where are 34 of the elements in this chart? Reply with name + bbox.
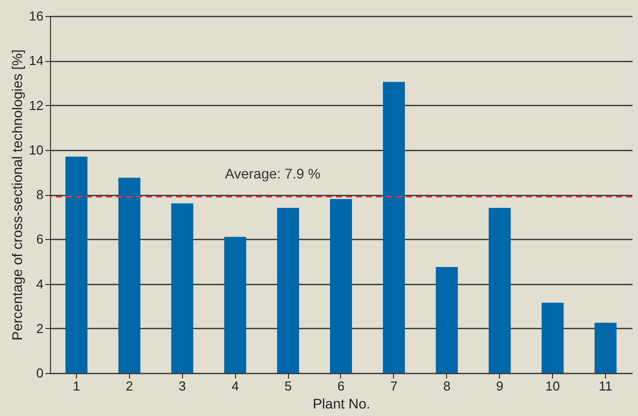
x-tick-label: 3 bbox=[178, 378, 186, 394]
bar bbox=[594, 322, 617, 373]
y-tick-label: 12 bbox=[29, 98, 44, 113]
x-tick-label: 10 bbox=[545, 378, 560, 394]
y-tick-label: 0 bbox=[36, 366, 44, 380]
x-tick-label: 9 bbox=[496, 378, 504, 394]
y-tick-label: 16 bbox=[29, 8, 44, 24]
bar bbox=[488, 208, 511, 373]
y-tick-label: 10 bbox=[29, 142, 44, 158]
bar bbox=[382, 82, 405, 373]
y-axis-title: Percentage of cross-sectional technologies [%] bbox=[9, 49, 26, 341]
bar bbox=[330, 198, 352, 373]
x-axis-title: Plant No. bbox=[312, 396, 370, 412]
bar bbox=[224, 236, 246, 373]
bar bbox=[65, 156, 88, 373]
y-tick-label: 8 bbox=[36, 187, 44, 202]
x-tick-label: 11 bbox=[598, 378, 612, 394]
x-tick-label: 7 bbox=[390, 378, 398, 394]
bar bbox=[277, 208, 300, 373]
bar bbox=[118, 178, 140, 373]
x-tick-label: 6 bbox=[337, 378, 345, 394]
x-tick-label: 2 bbox=[126, 378, 133, 394]
bar bbox=[171, 203, 194, 373]
y-tick-label: 6 bbox=[36, 232, 44, 247]
x-tick-label: 5 bbox=[284, 378, 292, 394]
x-tick-label: 1 bbox=[72, 378, 80, 394]
bar bbox=[542, 302, 564, 373]
y-tick-label: 2 bbox=[36, 320, 44, 336]
ref-line-label: Average: 7.9 % bbox=[225, 166, 320, 182]
y-tick-label: 14 bbox=[29, 53, 44, 68]
y-tick-label: 4 bbox=[36, 276, 44, 292]
bar bbox=[436, 267, 458, 373]
x-tick-label: 8 bbox=[443, 378, 450, 394]
x-tick-label: 4 bbox=[232, 378, 239, 394]
